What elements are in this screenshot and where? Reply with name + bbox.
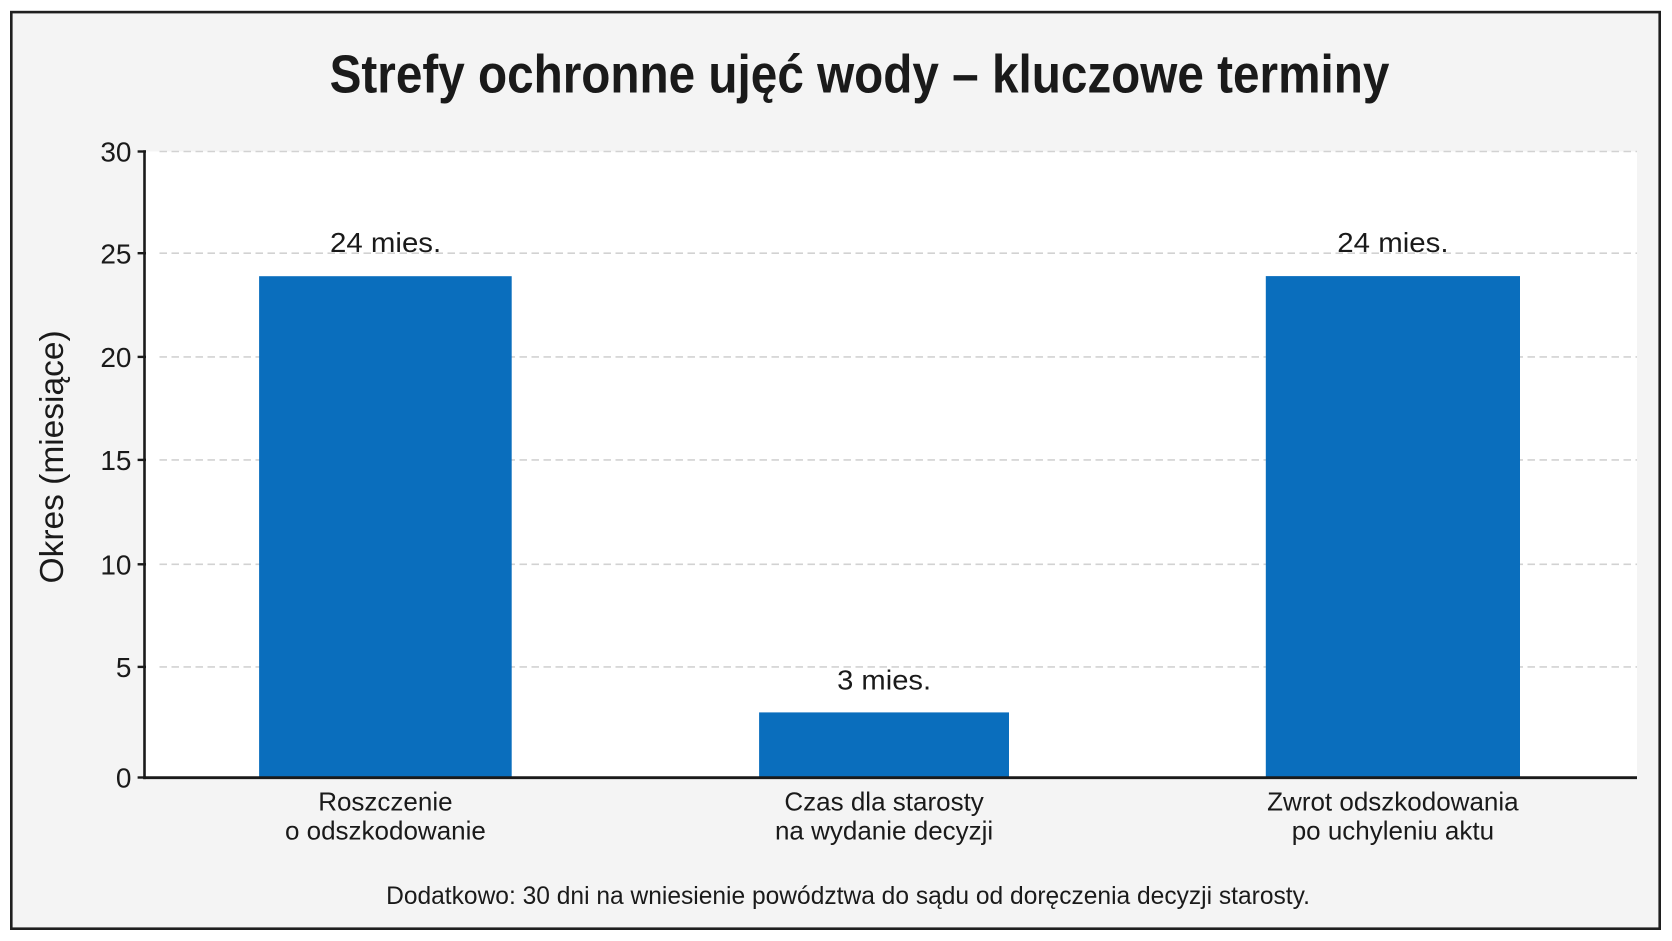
svg-text:20: 20 [100,342,131,373]
svg-text:Zwrot odszkodowania: Zwrot odszkodowania [1267,787,1519,817]
svg-text:3 mies.: 3 mies. [837,665,931,696]
svg-text:25: 25 [100,238,131,269]
svg-text:30: 30 [100,137,131,168]
svg-text:o odszkodowanie: o odszkodowanie [285,815,486,845]
svg-text:Strefy ochronne ujęć wody – kl: Strefy ochronne ujęć wody – kluczowe ter… [330,44,1390,104]
svg-text:0: 0 [116,763,132,794]
svg-text:na wydanie decyzji: na wydanie decyzji [775,815,993,845]
svg-text:10: 10 [100,550,131,581]
svg-text:Czas dla starosty: Czas dla starosty [784,787,983,817]
svg-text:15: 15 [100,445,131,476]
svg-text:Okres (miesiące): Okres (miesiące) [34,330,71,583]
svg-text:po uchyleniu aktu: po uchyleniu aktu [1292,815,1494,845]
svg-text:24 mies.: 24 mies. [330,227,441,258]
svg-text:24 mies.: 24 mies. [1337,227,1448,258]
svg-text:Roszczenie: Roszczenie [318,787,452,817]
svg-text:Dodatkowo: 30 dni na wniesieni: Dodatkowo: 30 dni na wniesienie powództw… [386,882,1310,910]
svg-text:5: 5 [116,652,132,683]
